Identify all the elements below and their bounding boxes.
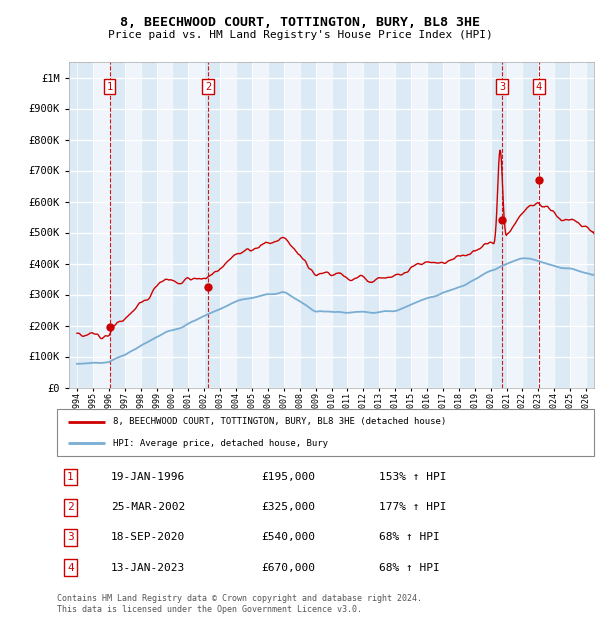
Text: 19-JAN-1996: 19-JAN-1996 bbox=[111, 472, 185, 482]
Text: 4: 4 bbox=[67, 563, 74, 573]
Text: 8, BEECHWOOD COURT, TOTTINGTON, BURY, BL8 3HE (detached house): 8, BEECHWOOD COURT, TOTTINGTON, BURY, BL… bbox=[113, 417, 446, 427]
Bar bbox=[475, 62, 491, 388]
Text: £195,000: £195,000 bbox=[261, 472, 315, 482]
Text: 1: 1 bbox=[106, 82, 113, 92]
Bar bbox=[316, 62, 332, 388]
Text: Contains HM Land Registry data © Crown copyright and database right 2024.
This d: Contains HM Land Registry data © Crown c… bbox=[57, 595, 422, 614]
Bar bbox=[188, 62, 204, 388]
Bar bbox=[347, 62, 364, 388]
Bar bbox=[125, 62, 140, 388]
Text: Price paid vs. HM Land Registry's House Price Index (HPI): Price paid vs. HM Land Registry's House … bbox=[107, 30, 493, 40]
Bar bbox=[220, 62, 236, 388]
Text: 177% ↑ HPI: 177% ↑ HPI bbox=[379, 502, 446, 512]
Text: 4: 4 bbox=[536, 82, 542, 92]
Text: 153% ↑ HPI: 153% ↑ HPI bbox=[379, 472, 446, 482]
Text: £540,000: £540,000 bbox=[261, 533, 315, 542]
Bar bbox=[506, 62, 523, 388]
Text: 8, BEECHWOOD COURT, TOTTINGTON, BURY, BL8 3HE: 8, BEECHWOOD COURT, TOTTINGTON, BURY, BL… bbox=[120, 16, 480, 29]
Text: 68% ↑ HPI: 68% ↑ HPI bbox=[379, 533, 440, 542]
Text: £670,000: £670,000 bbox=[261, 563, 315, 573]
FancyBboxPatch shape bbox=[57, 409, 594, 456]
Text: 25-MAR-2002: 25-MAR-2002 bbox=[111, 502, 185, 512]
Bar bbox=[284, 62, 299, 388]
Bar bbox=[157, 62, 172, 388]
Text: £325,000: £325,000 bbox=[261, 502, 315, 512]
Text: 18-SEP-2020: 18-SEP-2020 bbox=[111, 533, 185, 542]
Bar bbox=[379, 62, 395, 388]
Text: 13-JAN-2023: 13-JAN-2023 bbox=[111, 563, 185, 573]
Bar bbox=[443, 62, 459, 388]
Text: 2: 2 bbox=[205, 82, 211, 92]
Bar bbox=[538, 62, 554, 388]
Bar bbox=[252, 62, 268, 388]
Text: 1: 1 bbox=[67, 472, 74, 482]
Text: HPI: Average price, detached house, Bury: HPI: Average price, detached house, Bury bbox=[113, 438, 328, 448]
Bar bbox=[570, 62, 586, 388]
Bar bbox=[411, 62, 427, 388]
Text: 2: 2 bbox=[67, 502, 74, 512]
Bar bbox=[93, 62, 109, 388]
Text: 68% ↑ HPI: 68% ↑ HPI bbox=[379, 563, 440, 573]
Text: 3: 3 bbox=[67, 533, 74, 542]
Text: 3: 3 bbox=[499, 82, 505, 92]
